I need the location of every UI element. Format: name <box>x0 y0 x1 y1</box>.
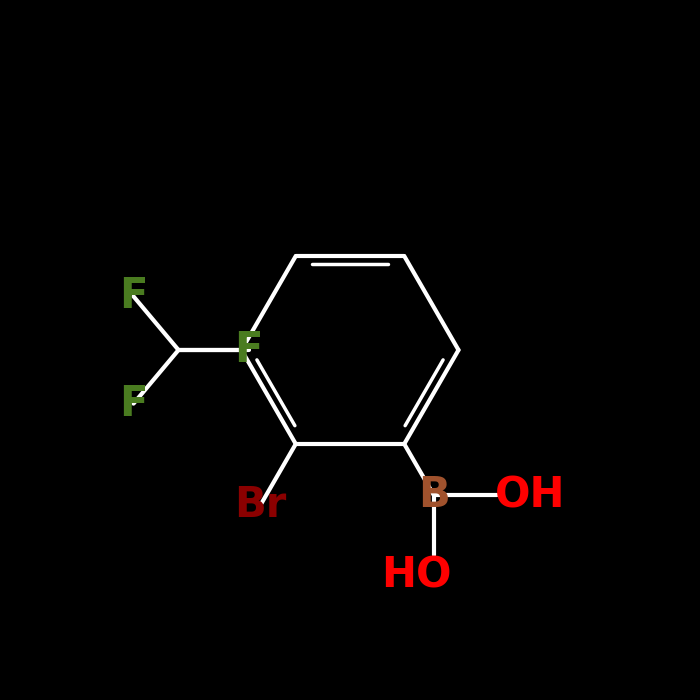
Text: OH: OH <box>496 475 566 517</box>
Text: HO: HO <box>382 555 452 597</box>
Text: Br: Br <box>234 484 287 526</box>
Text: B: B <box>418 475 450 517</box>
Text: F: F <box>119 275 148 317</box>
Text: F: F <box>119 383 148 425</box>
Text: F: F <box>234 329 262 371</box>
